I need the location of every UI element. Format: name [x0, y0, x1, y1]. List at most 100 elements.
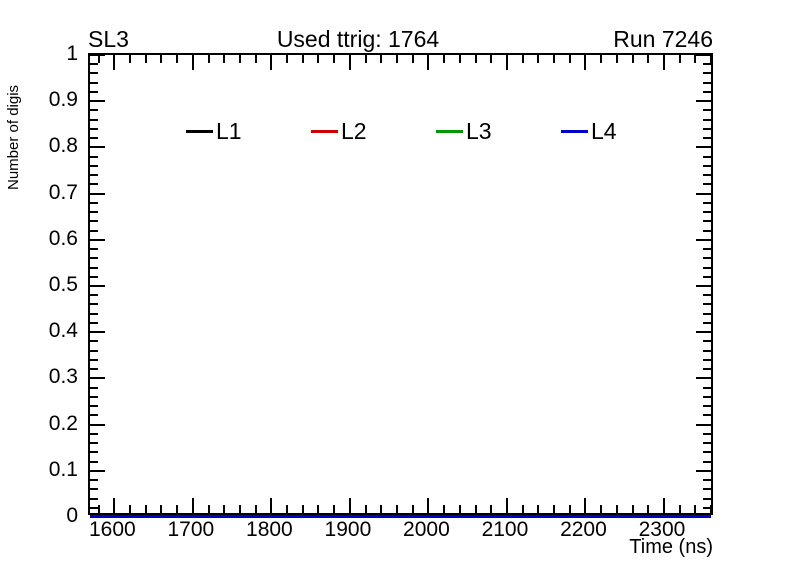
- x-axis-tick-minor: [286, 55, 289, 63]
- run-number-label: Run 7246: [613, 26, 713, 52]
- legend-label-l2: L2: [341, 117, 367, 144]
- x-axis-tick-minor: [411, 505, 414, 513]
- x-axis-tick-minor: [521, 55, 524, 63]
- legend-entry-l1[interactable]: L1: [186, 118, 311, 144]
- x-axis-tick-label: 1800: [246, 518, 293, 541]
- y-axis-tick-label: 0.7: [48, 180, 78, 204]
- y-axis-tick-minor: [703, 442, 711, 445]
- y-axis-tick-minor: [90, 460, 98, 463]
- plot-frame: L1 L2 L3 L4: [88, 53, 713, 518]
- plot-title: Used ttrig: 1764: [276, 26, 440, 52]
- x-axis-tick-minor: [537, 505, 540, 513]
- x-axis-tick-minor: [160, 55, 163, 63]
- x-axis-tick-minor: [380, 505, 383, 513]
- x-axis-tick-minor: [647, 55, 650, 63]
- y-axis-tick-minor: [90, 294, 98, 297]
- y-axis-tick-label: 0.6: [48, 226, 78, 250]
- x-axis-tick-minor: [694, 55, 697, 63]
- y-axis-tick-minor: [703, 506, 711, 509]
- y-axis-tick-minor: [703, 155, 711, 158]
- x-axis-tick-minor: [396, 505, 398, 513]
- x-axis-tick-minor: [490, 55, 493, 63]
- y-axis-tick-minor: [90, 497, 98, 500]
- x-axis-tick-minor: [333, 505, 336, 513]
- x-axis-tick-minor: [129, 55, 132, 63]
- y-axis-tick-minor: [90, 349, 98, 352]
- x-axis-tick-minor: [631, 505, 634, 513]
- x-axis-tick-minor: [301, 55, 304, 63]
- x-axis-tick-minor: [176, 55, 179, 63]
- y-axis-tick-minor: [90, 479, 98, 482]
- x-axis-tick-minor: [458, 505, 461, 513]
- x-axis-tick-minor: [364, 55, 367, 63]
- x-axis-tick-minor: [364, 505, 367, 513]
- legend-entry-l3[interactable]: L3: [436, 118, 561, 144]
- y-axis-tick-minor: [90, 451, 98, 454]
- y-axis-tick-minor: [703, 201, 711, 204]
- x-axis-tick-label: 2300: [638, 518, 686, 541]
- y-axis-tick-minor: [90, 118, 98, 121]
- y-axis-tick-minor: [90, 248, 98, 251]
- x-axis-tick-minor: [710, 505, 713, 513]
- y-axis-tick-label: 0.3: [48, 365, 78, 389]
- y-axis-tick-major: [90, 54, 105, 56]
- y-axis-tick-minor: [703, 321, 711, 324]
- y-axis-tick-minor: [90, 275, 98, 278]
- y-axis-tick-minor: [703, 405, 711, 408]
- x-axis-tick-minor: [129, 505, 132, 513]
- x-axis-tick-minor: [647, 505, 650, 513]
- x-axis-tick-minor: [553, 55, 556, 63]
- y-axis-tick-label: 0.2: [48, 411, 78, 435]
- y-axis-tick-minor: [703, 174, 711, 177]
- y-axis-tick-major: [696, 146, 711, 149]
- x-axis-tick-label: 2100: [481, 518, 529, 541]
- y-axis-tick-minor: [90, 109, 98, 112]
- x-axis-tick-minor: [97, 55, 100, 63]
- x-axis-tick-minor: [207, 505, 210, 513]
- x-axis-tick-minor: [568, 55, 571, 63]
- x-axis-tick-minor: [176, 505, 179, 513]
- y-axis-tick-minor: [703, 257, 711, 260]
- y-axis-tick-label: 1: [66, 42, 78, 65]
- x-axis-tick-minor: [97, 505, 100, 513]
- y-axis-tick-major: [90, 146, 105, 149]
- y-axis-tick-minor: [90, 312, 98, 315]
- y-axis-tick-minor: [90, 174, 98, 177]
- x-axis-tick-minor: [160, 505, 163, 513]
- y-axis-tick-minor: [703, 109, 711, 112]
- y-axis-tick-minor: [703, 386, 711, 389]
- x-axis-tick-minor: [474, 505, 477, 513]
- x-axis-tick-minor: [458, 55, 461, 63]
- y-axis-tick-minor: [703, 127, 711, 130]
- legend-entry-l2[interactable]: L2: [311, 117, 436, 144]
- x-axis-tick-minor: [710, 55, 713, 63]
- x-axis-tick-minor: [301, 505, 304, 513]
- x-axis-tick-major: [191, 55, 194, 70]
- x-axis-tick-major: [348, 498, 351, 513]
- data-series-l4: [90, 515, 711, 518]
- y-axis-tick-minor: [90, 137, 98, 140]
- y-axis-tick-minor: [703, 395, 711, 398]
- y-axis-tick-minor: [703, 451, 711, 454]
- y-axis-tick-minor: [703, 432, 711, 435]
- legend-swatch-l2: [311, 129, 338, 133]
- x-axis-tick-minor: [144, 505, 147, 513]
- x-axis-tick-major: [662, 55, 665, 70]
- x-axis-tick-major: [348, 55, 351, 70]
- y-axis-tick-minor: [703, 211, 711, 214]
- x-axis-tick-minor: [615, 55, 618, 63]
- y-axis-tick-minor: [90, 211, 98, 214]
- legend-entry-l4[interactable]: L4: [561, 118, 686, 144]
- y-axis-tick-major: [90, 377, 105, 380]
- y-axis-tick-minor: [90, 303, 98, 306]
- y-axis-tick-minor: [703, 358, 711, 361]
- x-axis-tick-minor: [631, 55, 634, 63]
- y-axis-tick-minor: [90, 386, 98, 389]
- y-axis-tick-minor: [90, 229, 98, 232]
- x-axis-tick-major: [427, 55, 430, 70]
- x-axis-tick-minor: [443, 505, 446, 513]
- y-axis-tick-minor: [703, 248, 711, 251]
- y-axis-tick-major: [696, 285, 711, 287]
- x-axis-tick-major: [270, 498, 273, 513]
